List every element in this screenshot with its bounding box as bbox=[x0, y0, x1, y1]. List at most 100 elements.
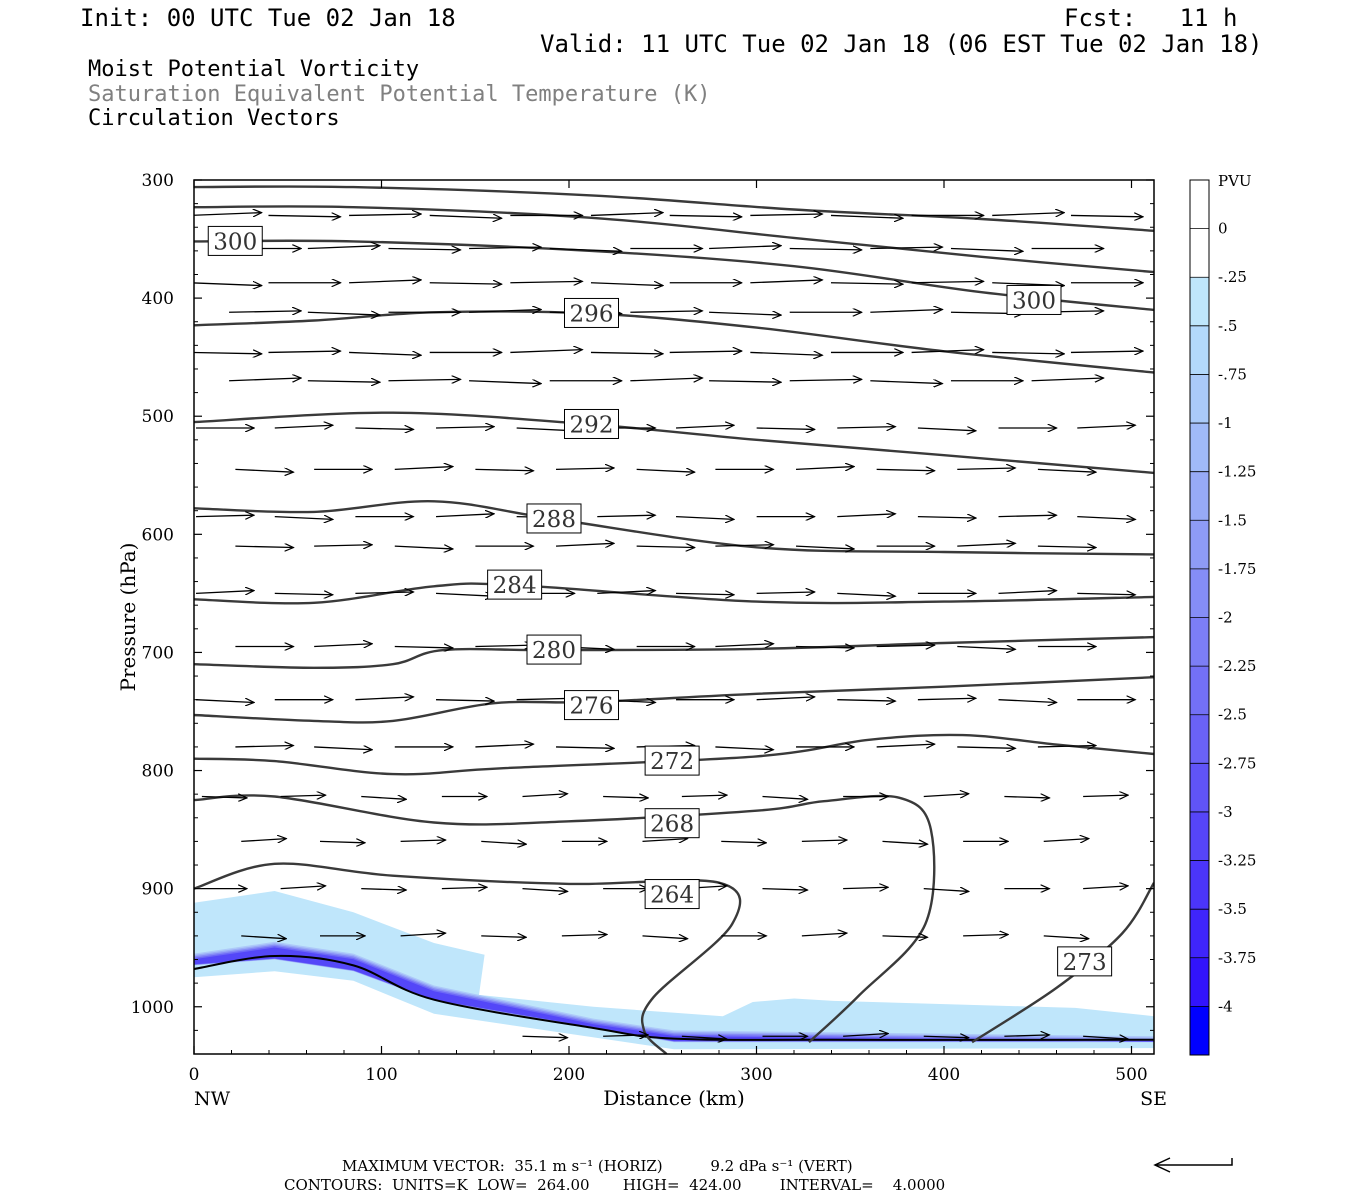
colorbar-segment bbox=[1190, 909, 1209, 959]
x-tick-label: 200 bbox=[553, 1065, 585, 1085]
circulation-vector bbox=[436, 427, 494, 428]
circulation-vector bbox=[801, 933, 847, 936]
colorbar-segment bbox=[1190, 860, 1209, 910]
circulation-vector bbox=[349, 280, 421, 283]
circulation-vector bbox=[837, 427, 895, 428]
circulation-vector bbox=[268, 351, 340, 352]
circulation-vector bbox=[1077, 593, 1135, 594]
terrain-line bbox=[194, 954, 1154, 1041]
circulation-vector bbox=[307, 246, 380, 249]
circulation-vector bbox=[876, 645, 935, 646]
circulation-vector bbox=[911, 350, 984, 353]
y-tick-label: 1000 bbox=[131, 998, 174, 1018]
circulation-vector bbox=[241, 936, 286, 939]
circulation-vector bbox=[1070, 215, 1143, 216]
colorbar-tick-label: -2.75 bbox=[1218, 754, 1256, 772]
circulation-vector bbox=[756, 428, 815, 429]
circulation-vector bbox=[795, 467, 854, 470]
circulation-vector bbox=[669, 215, 742, 216]
circulation-vector bbox=[355, 592, 413, 593]
circulation-vector bbox=[268, 215, 340, 216]
circulation-vector bbox=[597, 515, 655, 516]
circulation-vector bbox=[750, 214, 822, 215]
circulation-vector bbox=[963, 934, 1008, 935]
y-tick-label: 700 bbox=[142, 643, 174, 663]
circulation-vector bbox=[481, 841, 526, 844]
circulation-vector bbox=[715, 644, 773, 647]
contour-label-box bbox=[644, 879, 700, 910]
colorbar-segment bbox=[1190, 957, 1209, 1007]
reference-vector-arrow bbox=[1153, 1157, 1233, 1173]
circulation-vector bbox=[1077, 425, 1135, 428]
colorbar-segment bbox=[1190, 228, 1209, 278]
circulation-vector bbox=[475, 469, 533, 470]
circulation-vector bbox=[274, 425, 333, 428]
circulation-vector bbox=[721, 841, 766, 842]
circulation-vector bbox=[837, 700, 895, 701]
contour-label: 296 bbox=[570, 301, 614, 327]
contour-label: 272 bbox=[650, 749, 694, 775]
x-tick-label: 0 bbox=[189, 1065, 200, 1085]
circulation-vector bbox=[319, 841, 365, 842]
contour-label-box bbox=[526, 634, 582, 665]
circulation-vector bbox=[676, 593, 734, 594]
contour-label-box bbox=[1006, 284, 1062, 315]
field-title-vectors: Circulation Vectors bbox=[88, 106, 340, 131]
circulation-vector bbox=[394, 546, 453, 549]
circulation-vector bbox=[750, 280, 822, 283]
colorbar-tick-label: -2.5 bbox=[1218, 706, 1247, 724]
colorbar-segment bbox=[1190, 277, 1209, 327]
circulation-vector bbox=[675, 517, 734, 520]
circulation-vector bbox=[917, 428, 976, 431]
colorbar-segment bbox=[1190, 666, 1209, 716]
circulation-vector bbox=[882, 841, 928, 844]
circulation-vector bbox=[992, 213, 1064, 216]
circulation-vector bbox=[796, 647, 854, 648]
colorbar-tick-label: -1.5 bbox=[1218, 511, 1247, 529]
circulation-vector bbox=[307, 381, 380, 382]
pv-shading-light bbox=[194, 891, 1154, 1050]
circulation-vector bbox=[870, 247, 942, 248]
colorbar-segment bbox=[1190, 763, 1209, 813]
valid-time: Valid: 11 UTC Tue 02 Jan 18 (06 EST Tue … bbox=[540, 30, 1263, 58]
colorbar-tick-label: -2.25 bbox=[1218, 657, 1256, 675]
circulation-vector bbox=[1043, 936, 1089, 939]
circulation-vector bbox=[436, 700, 494, 701]
y-tick-label: 500 bbox=[142, 407, 174, 427]
circulation-vector bbox=[314, 644, 372, 647]
circulation-vector bbox=[522, 794, 568, 797]
circulation-vector bbox=[1083, 886, 1128, 889]
theta-es-contour-284 bbox=[194, 582, 1154, 605]
contour-label: 292 bbox=[570, 412, 614, 438]
circulation-vector bbox=[603, 797, 648, 798]
contour-label-box bbox=[644, 808, 700, 839]
circulation-vector bbox=[194, 283, 262, 286]
circulation-vector bbox=[469, 309, 541, 312]
circulation-vector bbox=[274, 593, 333, 594]
circulation-vector bbox=[762, 889, 808, 890]
circulation-vector bbox=[388, 249, 460, 250]
colorbar-tick-label: -3.75 bbox=[1218, 949, 1256, 967]
theta-es-contour-292 bbox=[194, 411, 1154, 475]
colorbar-tick-label: -3.5 bbox=[1218, 900, 1247, 918]
circulation-vector bbox=[280, 795, 326, 796]
circulation-vector bbox=[715, 545, 773, 546]
x-tick-label: 100 bbox=[365, 1065, 397, 1085]
circulation-vector bbox=[597, 591, 655, 594]
circulation-vector bbox=[229, 378, 301, 381]
circulation-vector bbox=[590, 283, 663, 286]
circulation-vector bbox=[1004, 797, 1049, 798]
circulation-vector bbox=[1004, 1035, 1049, 1036]
circulation-vector bbox=[314, 545, 372, 546]
circulation-vector bbox=[194, 213, 262, 216]
circulation-vector bbox=[756, 697, 815, 700]
circulation-vector bbox=[669, 351, 742, 352]
y-tick-label: 800 bbox=[142, 762, 174, 782]
circulation-vector bbox=[830, 215, 903, 218]
circulation-vector bbox=[709, 381, 781, 382]
contour-label: 268 bbox=[650, 812, 694, 838]
circulation-vector bbox=[917, 698, 976, 699]
contour-label-box bbox=[564, 690, 619, 721]
circulation-vector bbox=[1031, 378, 1104, 381]
circulation-vector bbox=[590, 352, 663, 353]
